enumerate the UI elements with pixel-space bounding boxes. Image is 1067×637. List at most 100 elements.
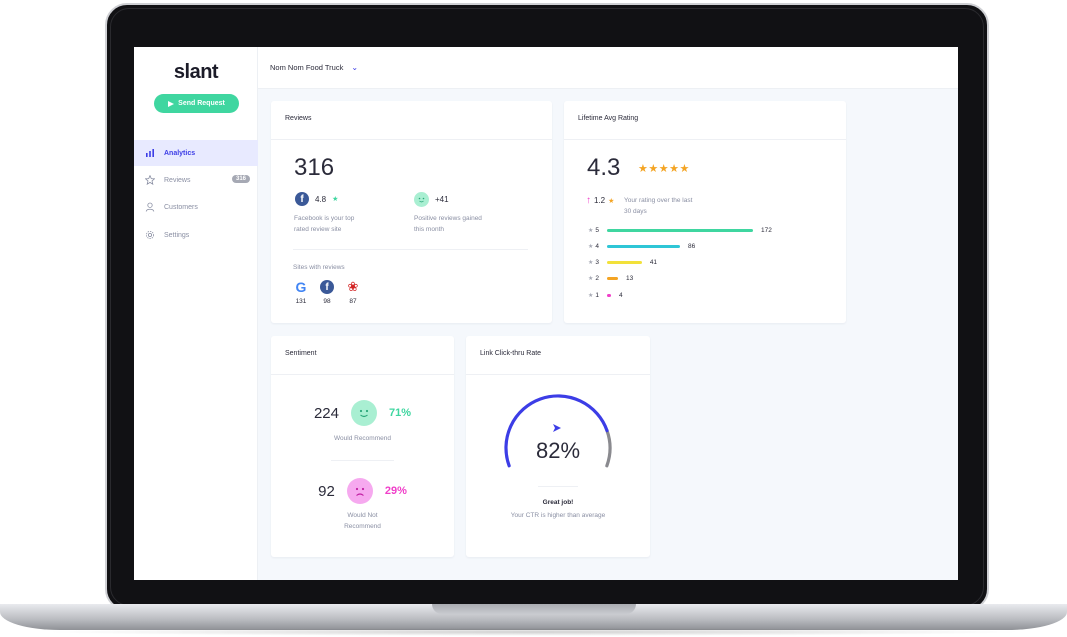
- positive-percent: 71%: [389, 407, 412, 419]
- caption-line: 30 days: [624, 208, 647, 215]
- top-bar: Nom Nom Food Truck ⌄: [258, 47, 958, 89]
- rating-row: ★ 2 13: [588, 274, 633, 284]
- card-divider: [466, 374, 650, 375]
- ctr-card: Link Click-thru Rate 82% Great job! Your…: [466, 336, 650, 557]
- rating-stars-label: 3: [595, 259, 600, 267]
- rating-row: ★ 5 172: [588, 225, 772, 235]
- google-icon: G: [295, 279, 307, 295]
- positive-label: Would Recommend: [334, 435, 391, 442]
- gauge-track: [605, 428, 612, 468]
- positive-sentiment: 224 71%: [271, 400, 454, 426]
- ctr-message-title: Great job!: [542, 499, 574, 506]
- sidebar-item-reviews[interactable]: Reviews 316: [134, 167, 258, 193]
- sidebar-item-customers[interactable]: Customers: [134, 194, 258, 220]
- rating-change-caption: Your rating over the last 30 days: [624, 195, 692, 217]
- arrow-up-icon: ↑: [586, 195, 591, 206]
- rating-bar: [607, 293, 612, 297]
- happy-face-icon: [414, 192, 429, 207]
- ctr-message-body: Your CTR is higher than average: [510, 512, 606, 519]
- app-screen: slant Send Request Analytics Reviews 316…: [134, 47, 958, 580]
- site-facebook[interactable]: f 98: [320, 280, 334, 305]
- sidebar-item-label: Analytics: [164, 149, 196, 157]
- positive-delta: +41: [414, 192, 449, 207]
- cursor-icon: [553, 424, 561, 432]
- rating-stars-label: 1: [595, 291, 600, 299]
- negative-sentiment: 92 29%: [271, 478, 454, 504]
- divider: [538, 486, 578, 487]
- star-icon: ★: [588, 227, 594, 234]
- site-count: 131: [295, 298, 307, 305]
- sidebar-item-label: Reviews: [164, 176, 191, 184]
- app-logo: slant: [173, 61, 219, 83]
- rating-bar: [607, 244, 681, 248]
- caption-line: this month: [414, 226, 444, 233]
- facebook-icon: f: [295, 192, 309, 206]
- top-site-caption: Facebook is your top rated review site: [294, 213, 354, 235]
- send-request-label: Send Request: [178, 100, 225, 107]
- send-icon: [168, 100, 175, 107]
- rating-row: ★ 1 4: [588, 290, 623, 300]
- star-icon: ★: [588, 260, 594, 267]
- sidebar-item-analytics[interactable]: Analytics: [134, 140, 258, 166]
- card-divider: [564, 139, 846, 140]
- ctr-gauge-svg: [504, 394, 612, 468]
- top-site-rating: f 4.8 ★: [295, 192, 338, 206]
- sites-label: Sites with reviews: [293, 264, 345, 271]
- star-icon: ★: [588, 243, 594, 250]
- happy-face-icon: [351, 400, 377, 426]
- site-google[interactable]: G 131: [294, 280, 308, 305]
- rating-change: ↑ 1.2 ★: [586, 195, 614, 206]
- sidebar-item-settings[interactable]: Settings: [134, 222, 258, 248]
- sidebar-item-label: Customers: [164, 203, 198, 211]
- positive-count: 224: [313, 404, 339, 422]
- bar-chart-icon: [145, 148, 155, 158]
- card-title: Link Click-thru Rate: [480, 350, 542, 357]
- caption-line: rated review site: [294, 226, 342, 233]
- sad-face-icon: [346, 478, 373, 504]
- rating-count: 41: [649, 259, 658, 267]
- reviews-count-badge: 316: [231, 175, 250, 183]
- rating-card: Lifetime Avg Rating 4.3 ★★★★★ ↑ 1.2 ★ Yo…: [564, 101, 846, 323]
- site-count: 87: [349, 298, 357, 305]
- ctr-gauge: 82%: [500, 388, 616, 480]
- facebook-icon: f: [320, 280, 334, 294]
- site-count: 98: [323, 298, 331, 305]
- positive-caption: Positive reviews gained this month: [414, 213, 482, 235]
- card-title: Reviews: [285, 115, 312, 122]
- card-title: Sentiment: [285, 350, 317, 357]
- label-line: Would Not: [347, 512, 378, 519]
- caption-line: Facebook is your top: [294, 215, 355, 222]
- sentiment-card: Sentiment 224 71% Would Recommend 92 29%…: [271, 336, 454, 557]
- reviews-card: Reviews 316 f 4.8 ★ Facebook is your top…: [271, 101, 552, 323]
- gauge-fill: [504, 394, 609, 468]
- sidebar-item-label: Settings: [164, 231, 190, 239]
- negative-count: 92: [318, 482, 335, 500]
- chevron-down-icon[interactable]: ⌄: [351, 63, 359, 72]
- send-request-button[interactable]: Send Request: [154, 94, 239, 113]
- business-selector[interactable]: Nom Nom Food Truck: [270, 63, 344, 72]
- star-icon: [144, 174, 156, 186]
- rating-bar: [607, 277, 619, 281]
- rating-stars-label: 2: [595, 275, 600, 283]
- rating-count: 13: [626, 275, 634, 283]
- reviews-total: 316: [294, 154, 335, 181]
- rating-count: 86: [688, 242, 696, 250]
- card-divider: [271, 139, 552, 140]
- sites-list: G 131 f 98 ❀ 87: [294, 280, 360, 306]
- gear-icon: [145, 230, 155, 240]
- divider: [293, 249, 528, 250]
- rating-stars-label: 5: [595, 226, 600, 234]
- card-title: Lifetime Avg Rating: [578, 115, 639, 122]
- negative-label: Would Not Recommend: [271, 510, 454, 532]
- rating-row: ★ 3 41: [588, 258, 657, 268]
- site-yelp[interactable]: ❀ 87: [346, 280, 360, 306]
- top-site-rating-value: 4.8: [315, 194, 327, 204]
- caption-line: Positive reviews gained: [414, 215, 482, 222]
- ctr-value: 82%: [535, 438, 581, 463]
- rating-bar: [607, 228, 754, 232]
- divider: [331, 460, 394, 461]
- rating-stars-label: 4: [595, 242, 600, 250]
- rating-count: 4: [619, 291, 623, 299]
- positive-delta-value: +41: [435, 195, 449, 204]
- label-line: Recommend: [344, 523, 381, 530]
